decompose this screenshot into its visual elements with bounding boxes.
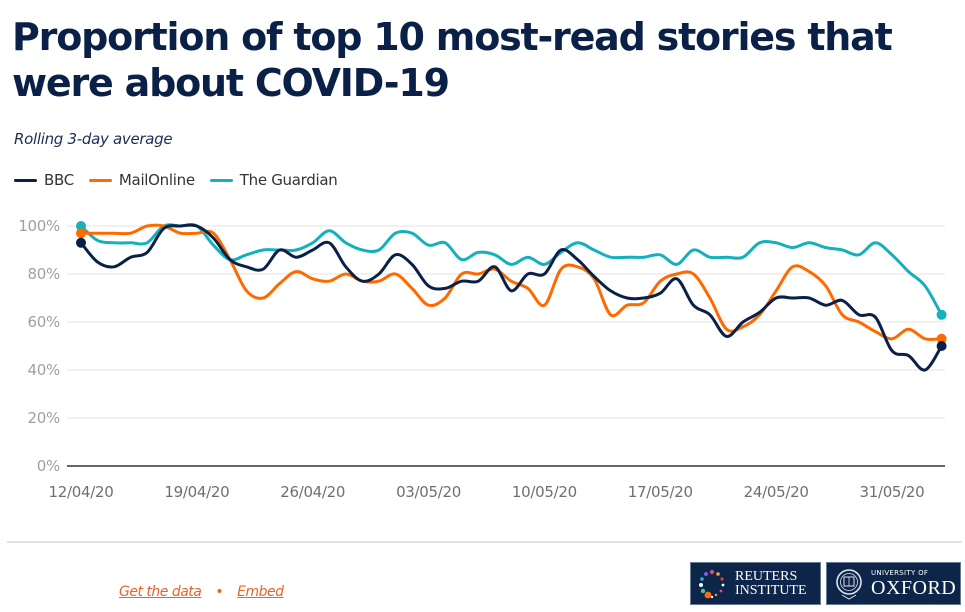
x-axis-ticks: 12/04/20 19/04/20 26/04/20 03/05/20 10/05/20… [49, 483, 925, 500]
embed-link[interactable]: Embed [237, 584, 284, 600]
x-tick-label: 24/05/20 [744, 483, 809, 500]
footer-divider [7, 541, 962, 543]
legend-swatch-mailonline [88, 178, 112, 182]
start-point-mailonline [76, 228, 86, 239]
legend-label-bbc: BBC [44, 171, 74, 189]
series-line-bbc [79, 223, 944, 372]
end-point-mailonline [936, 333, 947, 344]
legend-item-bbc[interactable]: BBC [14, 171, 74, 189]
x-tick-label: 03/05/20 [396, 483, 461, 500]
legend-item-mailonline[interactable]: MailOnline [88, 171, 195, 189]
footer-links: Get the data • Embed [119, 584, 284, 600]
legend-item-guardian[interactable]: The Guardian [209, 171, 338, 189]
legend: BBC MailOnline The Guardian [14, 171, 352, 189]
x-tick-label: 17/05/20 [628, 483, 693, 500]
reuters-institute-logo[interactable]: REUTERS INSTITUTE [690, 562, 821, 605]
x-tick-label: 26/04/20 [280, 483, 345, 500]
y-axis-ticks: 0% 20% 40% 60% 80% 100% [18, 217, 60, 475]
get-the-data-link[interactable]: Get the data [119, 584, 202, 600]
crest-icon [836, 568, 862, 600]
reuters-line1: REUTERS [735, 568, 798, 584]
chart-subtitle: Rolling 3-day average [14, 130, 173, 148]
series-endpoints [76, 221, 947, 351]
university-of-oxford-logo[interactable]: UNIVERSITY OF OXFORD [826, 562, 961, 605]
legend-swatch-bbc [14, 178, 37, 182]
reuters-line2: INSTITUTE [735, 582, 807, 598]
x-tick-label: 31/05/20 [859, 483, 924, 500]
legend-label-guardian: The Guardian [239, 171, 338, 189]
legend-label-mailonline: MailOnline [118, 171, 195, 189]
x-tick-label: 12/04/20 [49, 483, 114, 500]
start-point-the-guardian [76, 221, 86, 231]
y-tick-label: 60% [28, 313, 60, 331]
series-lines [79, 223, 944, 372]
start-point-bbc [76, 237, 86, 248]
series-line-mailonline [79, 223, 944, 342]
x-tick-label: 19/04/20 [164, 483, 229, 500]
y-tick-label: 0% [37, 457, 60, 475]
gridlines [67, 225, 945, 467]
x-tick-label: 10/05/20 [512, 483, 577, 500]
end-point-the-guardian [936, 309, 947, 320]
end-point-bbc [936, 341, 947, 351]
legend-swatch-guardian [209, 178, 233, 182]
line-chart: 0% 20% 40% 60% 80% 100% 12/04/20 19/04/20 26/04… [18, 217, 947, 500]
y-tick-label: 40% [28, 361, 60, 379]
y-tick-label: 80% [28, 265, 60, 283]
y-tick-label: 100% [18, 217, 60, 235]
y-tick-label: 20% [28, 409, 60, 427]
series-line-the-guardian [79, 223, 944, 317]
dot-ring-icon [699, 569, 725, 598]
separator-dot: • [215, 584, 224, 600]
chart-title: Proportion of top 10 most-read stories t… [12, 15, 893, 105]
oxford-line2: OXFORD [871, 577, 957, 599]
oxford-line1: UNIVERSITY OF [871, 569, 929, 577]
